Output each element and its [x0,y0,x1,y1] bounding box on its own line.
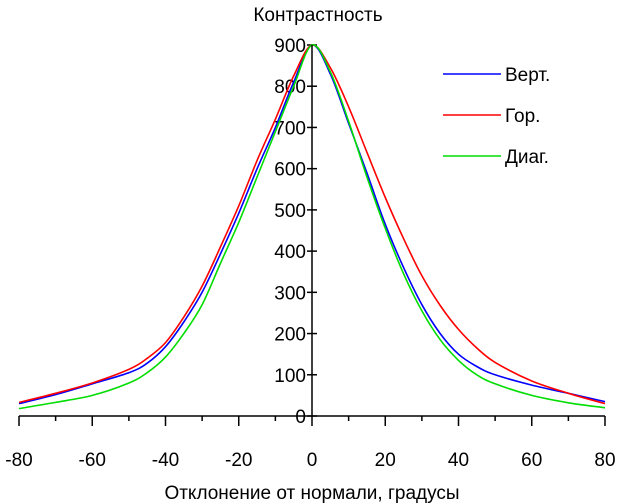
y-tick-label: 300 [274,283,306,304]
y-tick-label: 900 [274,36,306,57]
y-tick-label: 700 [274,118,306,139]
legend-label-1: Верт. [505,65,550,86]
x-axis-title: Отклонение от нормали, градусы [164,483,459,504]
x-tick-label: -20 [225,450,252,471]
x-tick-label: -60 [79,450,106,471]
x-tick-label: 0 [307,450,318,471]
x-tick-label: 80 [594,450,615,471]
x-ticks: -80 -60 -40 -20 0 20 40 60 80 [5,416,616,471]
y-ticks: 0 100 200 300 400 500 600 700 800 900 [274,36,317,428]
x-tick-label: -80 [5,450,32,471]
y-tick-label: 600 [274,160,306,181]
x-tick-label: 40 [448,450,469,471]
y-axis-title: Контрастность [253,5,382,26]
legend-label-3: Диаг. [505,147,549,168]
x-tick-label: -40 [152,450,179,471]
legend: Верт. Гор. Диаг. [443,65,550,168]
y-tick-label: 800 [274,77,306,98]
y-tick-label: 100 [274,366,306,387]
y-tick-label: 500 [274,201,306,222]
y-tick-label: 400 [274,242,306,263]
x-tick-label: 20 [375,450,396,471]
y-tick-label: 200 [274,325,306,346]
legend-label-2: Гор. [505,106,540,127]
x-tick-label: 60 [521,450,542,471]
y-tick-label: 0 [295,407,306,428]
